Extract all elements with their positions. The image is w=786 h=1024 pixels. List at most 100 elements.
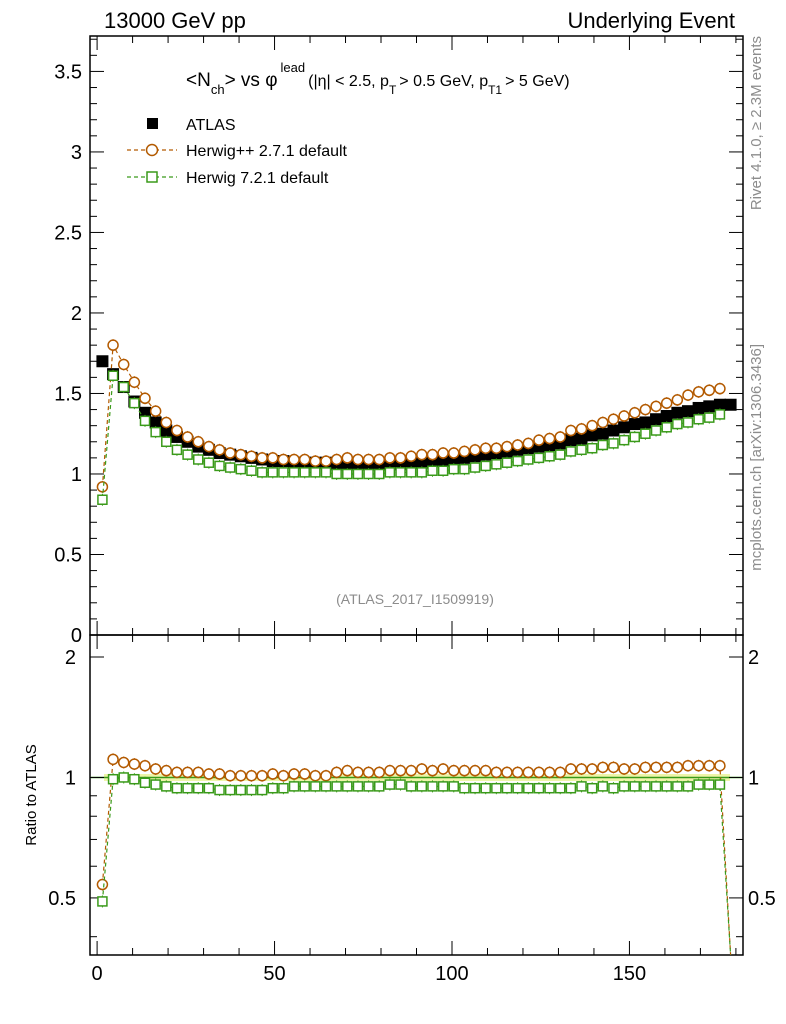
herwig-2-7-1-default-point bbox=[128, 376, 141, 388]
herwig-7-2-1-default-ratio-point bbox=[491, 782, 502, 794]
herwig-2-7-1-default-ratio-point bbox=[650, 761, 662, 774]
herwig-7-2-1-default-ratio-point bbox=[416, 781, 428, 792]
herwig-7-2-1-default-point bbox=[118, 381, 129, 393]
herwig-2-7-1-default-point bbox=[384, 452, 396, 464]
herwig-2-7-1-default-ratio-point bbox=[458, 764, 471, 777]
herwig-2-7-1-default-ratio-point bbox=[384, 764, 396, 777]
herwig-2-7-1-default-point bbox=[554, 431, 566, 443]
herwig-7-2-1-default-ratio-point bbox=[459, 782, 470, 794]
herwig-2-7-1-default-point bbox=[692, 386, 705, 398]
herwig-2-7-1-default-ratio-point bbox=[267, 768, 279, 780]
herwig-7-2-1-default-ratio-point bbox=[714, 779, 726, 790]
y-tick-label: 2.5 bbox=[54, 222, 82, 244]
herwig-7-2-1-default-point bbox=[203, 457, 215, 468]
herwig-2-7-1-default-point bbox=[181, 431, 194, 443]
atlas-point bbox=[96, 355, 109, 368]
herwig-7-2-1-default-ratio-point bbox=[586, 782, 598, 794]
herwig-7-2-1-default-point bbox=[693, 413, 704, 425]
herwig-2-7-1-default-ratio-point bbox=[288, 768, 300, 780]
herwig-7-2-1-default-point bbox=[650, 425, 662, 436]
herwig-7-2-1-default-point bbox=[384, 467, 396, 478]
herwig-7-2-1-default-ratio-point bbox=[533, 782, 545, 794]
herwig-7-2-1-default-point bbox=[448, 463, 460, 475]
herwig-2-7-1-default-ratio-point bbox=[511, 766, 524, 779]
herwig-7-2-1-default-point bbox=[480, 460, 491, 472]
herwig-7-2-1-default-point bbox=[704, 412, 715, 423]
herwig-7-2-1-default-point bbox=[278, 467, 289, 478]
herwig-2-7-1-default-ratio-point bbox=[330, 766, 343, 779]
ratio-y-tick-label: 2 bbox=[65, 647, 76, 669]
herwig-7-2-1-default-point bbox=[373, 468, 385, 480]
atlas-point bbox=[596, 427, 609, 440]
herwig-7-2-1-default-ratio-point bbox=[192, 782, 204, 794]
herwig-7-2-1-default-ratio-point bbox=[682, 781, 694, 792]
herwig-7-2-1-default-ratio-point bbox=[661, 781, 672, 792]
atlas-point bbox=[160, 424, 173, 437]
herwig-7-2-1-default-point bbox=[491, 459, 502, 470]
y-tick-label: 2 bbox=[71, 303, 82, 325]
herwig-7-2-1-default-point bbox=[171, 444, 183, 456]
legend-marker-atlas bbox=[147, 118, 158, 129]
herwig-2-7-1-default-point bbox=[277, 453, 290, 466]
herwig-7-2-1-default-ratio-point bbox=[182, 782, 193, 794]
x-tick-label: 50 bbox=[263, 963, 285, 985]
herwig-7-2-1-default-point bbox=[192, 454, 204, 465]
herwig-2-7-1-default-ratio-point bbox=[554, 766, 566, 779]
atlas-point bbox=[575, 432, 588, 445]
atlas-point bbox=[586, 429, 599, 442]
herwig-2-7-1-default-point bbox=[235, 448, 247, 461]
herwig-7-2-1-default-point bbox=[267, 467, 279, 478]
herwig-2-7-1-default-point bbox=[426, 448, 439, 461]
herwig-7-2-1-default-point bbox=[224, 462, 236, 473]
herwig-7-2-1-default-ratio-point bbox=[203, 782, 215, 794]
herwig-7-2-1-default-point bbox=[576, 444, 587, 456]
herwig-7-2-1-default-point bbox=[214, 460, 225, 472]
herwig-7-2-1-default-point bbox=[97, 494, 108, 505]
herwig-7-2-1-default-ratio-point bbox=[235, 784, 247, 796]
herwig-7-2-1-default-point bbox=[288, 467, 300, 478]
herwig-2-7-1-default-point bbox=[565, 424, 577, 437]
herwig-7-2-1-default-ratio-point bbox=[246, 784, 257, 796]
herwig-7-2-1-default-ratio-point bbox=[597, 781, 609, 792]
herwig-7-2-1-default-point bbox=[512, 455, 523, 467]
herwig-2-7-1-default-ratio-point bbox=[362, 766, 375, 779]
herwig-2-7-1-default-ratio-point bbox=[575, 763, 588, 775]
herwig-2-7-1-default-point bbox=[96, 481, 109, 493]
herwig-7-2-1-default-ratio-point bbox=[384, 779, 396, 790]
herwig-7-2-1-default-point bbox=[469, 462, 481, 473]
herwig-7-2-1-default-point bbox=[363, 468, 374, 480]
analysis-id: (ATLAS_2017_I1509919) bbox=[336, 591, 494, 607]
herwig-2-7-1-default-point bbox=[203, 440, 215, 453]
herwig-2-7-1-default-point bbox=[288, 453, 300, 466]
herwig-7-2-1-default-point bbox=[405, 467, 417, 478]
herwig-2-7-1-default-point bbox=[352, 453, 364, 466]
herwig-7-2-1-default-ratio-point bbox=[448, 781, 460, 792]
herwig-7-2-1-default-ratio-point bbox=[512, 782, 523, 794]
herwig-2-7-1-default-ratio-point bbox=[277, 769, 290, 782]
atlas-point bbox=[650, 413, 663, 426]
herwig-2-7-1-default-ratio-point bbox=[213, 768, 226, 780]
herwig-2-7-1-default-ratio-point bbox=[565, 763, 577, 775]
herwig-7-2-1-default-ratio-point bbox=[299, 781, 310, 792]
herwig-7-2-1-default-point bbox=[501, 457, 513, 468]
ratio-y-tick-label: 2 bbox=[748, 647, 759, 669]
herwig-7-2-1-default-ratio-point bbox=[523, 782, 534, 794]
herwig-2-7-1-default-ratio-point bbox=[692, 759, 705, 772]
herwig-7-2-1-default-point bbox=[129, 397, 140, 409]
herwig-7-2-1-default-ratio-point bbox=[480, 782, 491, 794]
legend-label-herwigpp: Herwig++ 2.7.1 default bbox=[186, 143, 348, 160]
herwig-2-7-1-default-point bbox=[394, 452, 407, 464]
herwig-7-2-1-default-ratio-point bbox=[629, 781, 641, 792]
herwig-7-2-1-default-ratio-point bbox=[352, 781, 364, 792]
herwig-2-7-1-default-point bbox=[437, 447, 449, 459]
herwig-7-2-1-default-ratio-point bbox=[267, 782, 279, 794]
herwig-2-7-1-default-ratio-point bbox=[469, 764, 481, 777]
herwig-7-2-1-default-point bbox=[342, 468, 353, 480]
herwig-2-7-1-default-point bbox=[458, 445, 471, 458]
herwig-7-2-1-default-point bbox=[459, 463, 470, 475]
herwig-7-2-1-default-point bbox=[161, 436, 172, 448]
herwig-7-2-1-default-point bbox=[672, 418, 683, 430]
legend-label-atlas: ATLAS bbox=[186, 117, 236, 134]
herwig-7-2-1-default-ratio-point bbox=[554, 782, 566, 794]
herwig-7-2-1-default-point bbox=[714, 409, 726, 420]
